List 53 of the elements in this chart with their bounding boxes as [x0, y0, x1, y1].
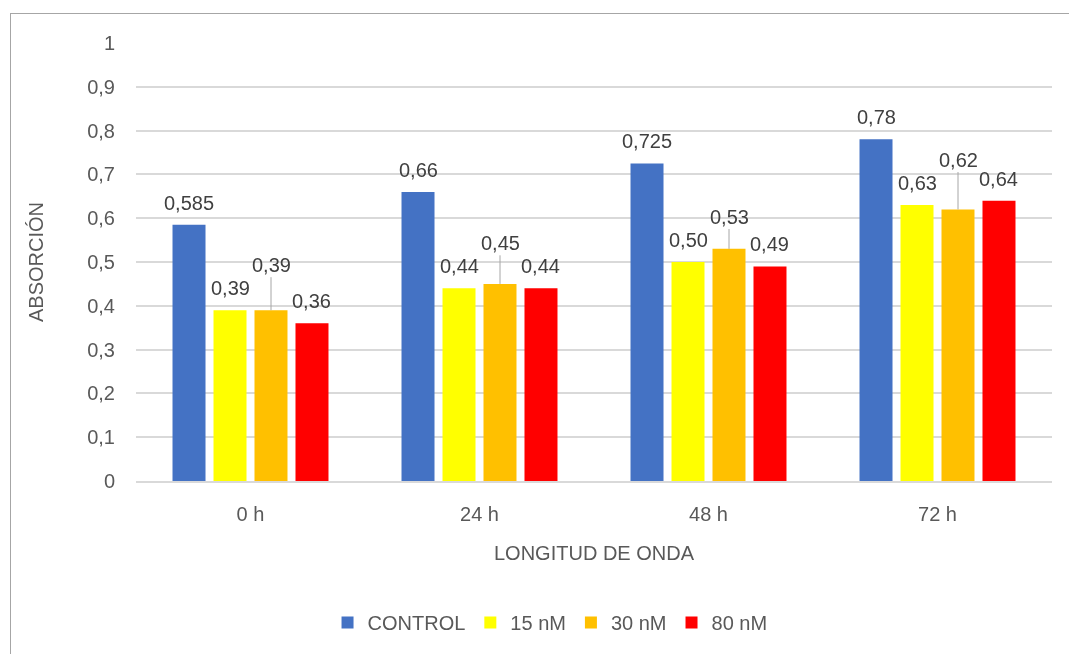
bar — [900, 205, 934, 481]
bar — [442, 288, 476, 481]
x-tick-label: 72 h — [918, 502, 957, 525]
data-label: 0,62 — [939, 149, 978, 171]
bar — [213, 310, 247, 481]
y-tick-label: 1 — [103, 32, 115, 54]
data-label: 0,39 — [211, 277, 250, 299]
y-tick-label: 0,3 — [87, 338, 115, 361]
data-label: 0,49 — [750, 233, 789, 255]
y-tick-label: 0,6 — [87, 207, 115, 230]
x-tick-label: 24 h — [460, 502, 499, 525]
data-label: 0,78 — [857, 106, 896, 128]
data-label: 0,50 — [669, 229, 708, 251]
y-tick-label: 0,2 — [87, 382, 115, 405]
bar — [712, 248, 746, 481]
y-tick-label: 0,9 — [87, 75, 115, 98]
x-axis-title: LONGITUD DE ONDA — [493, 541, 695, 564]
data-label: 0,585 — [164, 192, 215, 214]
bar — [524, 288, 558, 481]
bar — [630, 163, 664, 481]
data-label: 0,45 — [481, 232, 520, 254]
legend-label: 30 nM — [610, 612, 667, 635]
y-tick-label: 0,8 — [87, 119, 115, 142]
bar — [172, 224, 206, 481]
data-label: 0,63 — [898, 172, 937, 194]
y-tick-label: 0,7 — [87, 163, 115, 186]
bar — [982, 200, 1016, 481]
bar — [483, 283, 517, 481]
data-label: 0,53 — [710, 206, 749, 228]
data-label: 0,44 — [521, 255, 560, 277]
data-label: 0,39 — [252, 254, 291, 276]
bar — [753, 266, 787, 481]
y-tick-label: 0,1 — [87, 426, 115, 449]
data-label: 0,64 — [979, 168, 1018, 190]
legend-label: 15 nM — [510, 612, 566, 635]
bar — [401, 191, 435, 481]
y-tick-label: 0,4 — [87, 294, 115, 317]
data-label: 0,44 — [440, 255, 479, 277]
y-tick-label: 0,5 — [87, 251, 115, 273]
y-tick-label: 0 — [103, 470, 115, 492]
bar — [859, 139, 893, 481]
data-label: 0,36 — [292, 290, 331, 312]
bar — [671, 262, 705, 481]
bar — [254, 310, 288, 481]
data-label: 0,66 — [399, 159, 438, 181]
legend-label: CONTROL — [367, 612, 466, 635]
y-axis-title: ABSORCIÓN — [24, 201, 47, 323]
x-tick-label: 48 h — [689, 502, 728, 525]
bar — [295, 323, 329, 481]
x-tick-label: 0 h — [236, 502, 265, 525]
bar — [941, 209, 975, 481]
data-label: 0,725 — [622, 130, 673, 152]
legend-label: 80 nM — [711, 612, 768, 635]
